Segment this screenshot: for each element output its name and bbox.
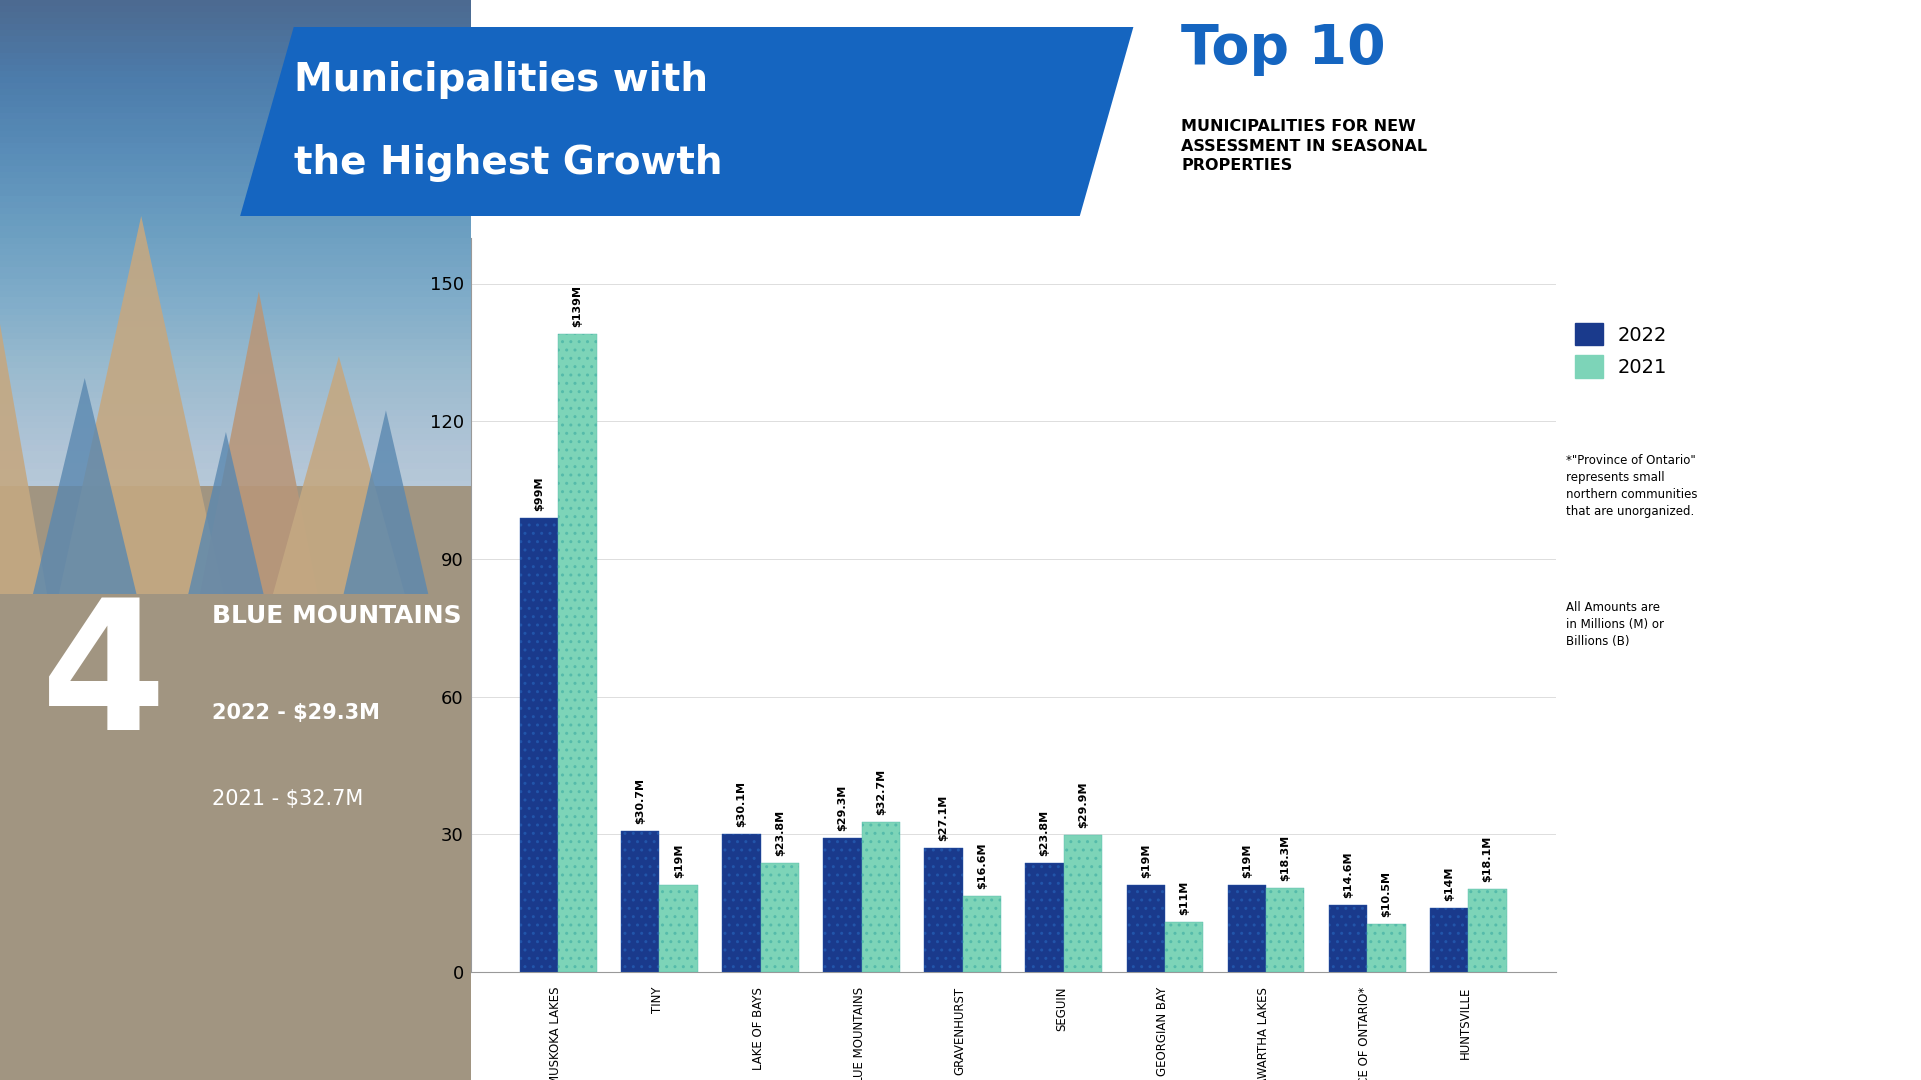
- Text: $30.1M: $30.1M: [736, 781, 747, 827]
- Polygon shape: [344, 410, 428, 594]
- Text: MUNICIPALITIES FOR NEW
ASSESSMENT IN SEASONAL
PROPERTIES: MUNICIPALITIES FOR NEW ASSESSMENT IN SEA…: [1181, 119, 1427, 174]
- Text: HUNTSVILLE: HUNTSVILLE: [1460, 987, 1471, 1059]
- Text: $18.1M: $18.1M: [1483, 836, 1493, 882]
- Text: $29.9M: $29.9M: [1078, 781, 1087, 828]
- Bar: [824, 837, 863, 972]
- Text: 4: 4: [40, 593, 167, 768]
- Text: TINY: TINY: [651, 987, 663, 1013]
- Bar: [620, 832, 659, 972]
- Bar: [0, 486, 471, 1080]
- Text: $99M: $99M: [534, 476, 544, 511]
- Text: SEGUIN: SEGUIN: [1055, 987, 1068, 1031]
- Bar: [1026, 863, 1064, 972]
- Text: $19M: $19M: [1241, 843, 1252, 878]
- Text: 2021 - $32.7M: 2021 - $32.7M: [211, 789, 363, 809]
- Bar: [1164, 921, 1203, 972]
- Text: All Amounts are
in Millions (M) or
Billions (B): All Amounts are in Millions (M) or Billi…: [1566, 600, 1664, 648]
- Bar: [521, 517, 559, 972]
- Text: Municipalities with: Municipalities with: [294, 60, 707, 99]
- Text: $139M: $139M: [572, 285, 582, 327]
- Bar: [924, 848, 962, 972]
- Text: $19M: $19M: [1141, 843, 1151, 878]
- Polygon shape: [33, 378, 136, 594]
- Polygon shape: [188, 432, 263, 594]
- Text: $14M: $14M: [1445, 866, 1454, 901]
- Text: KAWARTHA LAKES: KAWARTHA LAKES: [1256, 987, 1270, 1080]
- Bar: [659, 885, 697, 972]
- Bar: [1064, 835, 1103, 972]
- Bar: [1266, 888, 1304, 972]
- Text: $23.8M: $23.8M: [1039, 810, 1049, 855]
- Bar: [1126, 885, 1164, 972]
- Text: $10.5M: $10.5M: [1381, 870, 1391, 917]
- Legend: 2022, 2021: 2022, 2021: [1575, 323, 1667, 378]
- Bar: [761, 863, 799, 972]
- Text: *"Province of Ontario"
represents small
northern communities
that are unorganize: *"Province of Ontario" represents small …: [1566, 454, 1696, 517]
- Text: MUSKOKA LAKES: MUSKOKA LAKES: [549, 987, 563, 1080]
- Text: $11M: $11M: [1179, 880, 1189, 915]
- Bar: [559, 334, 597, 972]
- Bar: [962, 895, 1001, 972]
- Text: $32.7M: $32.7M: [876, 769, 886, 815]
- Text: 2022 - $29.3M: 2022 - $29.3M: [211, 703, 380, 723]
- Text: LAKE OF BAYS: LAKE OF BAYS: [751, 987, 765, 1069]
- Bar: [1329, 905, 1368, 972]
- Bar: [1429, 907, 1468, 972]
- Polygon shape: [0, 324, 46, 594]
- Text: the Highest Growth: the Highest Growth: [294, 144, 722, 183]
- Text: GRAVENHURST: GRAVENHURST: [955, 987, 966, 1075]
- Bar: [722, 834, 761, 972]
- Text: $19M: $19M: [674, 843, 684, 878]
- Bar: [1368, 923, 1406, 972]
- Text: $18.3M: $18.3M: [1279, 835, 1291, 881]
- Text: BLUE MOUNTAINS: BLUE MOUNTAINS: [211, 604, 461, 627]
- Text: PROVINCE OF ONTARIO*: PROVINCE OF ONTARIO*: [1358, 987, 1372, 1080]
- Text: Top 10: Top 10: [1181, 22, 1387, 76]
- Text: GEORGIAN BAY: GEORGIAN BAY: [1156, 987, 1170, 1076]
- Bar: [1468, 889, 1506, 972]
- Polygon shape: [273, 356, 405, 594]
- Text: $30.7M: $30.7M: [636, 779, 645, 824]
- Polygon shape: [60, 216, 223, 594]
- Text: $16.6M: $16.6M: [978, 842, 987, 889]
- Text: BLUE MOUNTAINS: BLUE MOUNTAINS: [853, 987, 866, 1080]
- Polygon shape: [240, 27, 1133, 216]
- Text: $27.1M: $27.1M: [939, 795, 949, 840]
- Text: $29.3M: $29.3M: [838, 784, 847, 831]
- Polygon shape: [200, 292, 317, 594]
- Text: $23.8M: $23.8M: [774, 810, 786, 855]
- Text: $14.6M: $14.6M: [1343, 852, 1352, 899]
- Bar: [1228, 885, 1266, 972]
- Bar: [863, 822, 901, 972]
